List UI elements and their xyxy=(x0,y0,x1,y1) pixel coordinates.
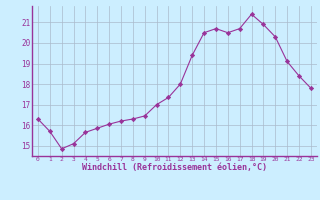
X-axis label: Windchill (Refroidissement éolien,°C): Windchill (Refroidissement éolien,°C) xyxy=(82,163,267,172)
